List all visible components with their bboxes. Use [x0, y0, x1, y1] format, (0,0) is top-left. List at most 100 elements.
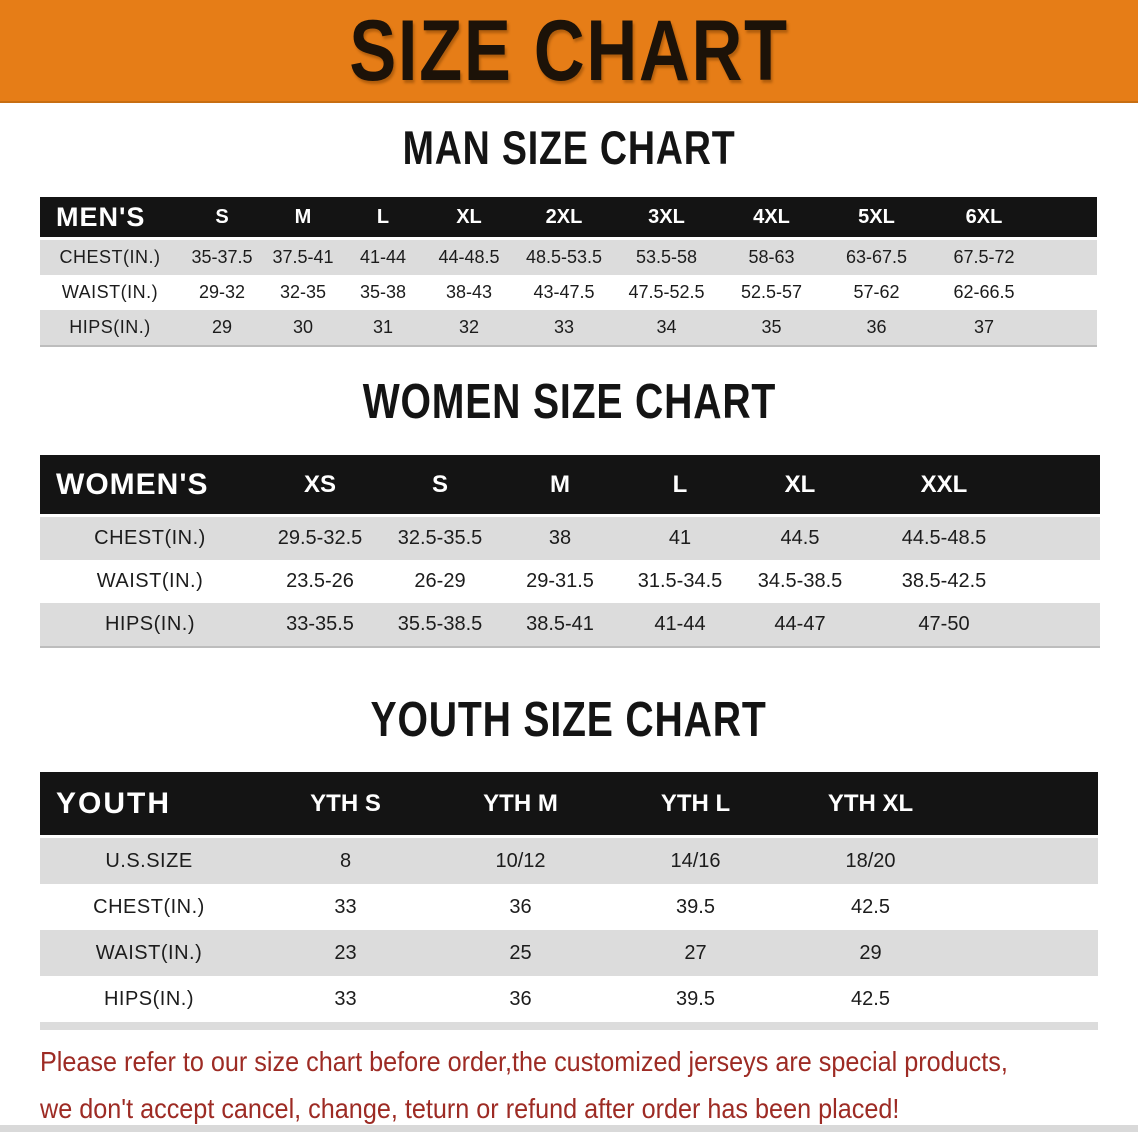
- row-label: CHEST(IN.): [93, 895, 205, 918]
- size-value-cell: 35.5-38.5: [397, 613, 483, 635]
- column-header: 5XL: [824, 197, 929, 240]
- size-value-cell: 14/16: [670, 849, 721, 872]
- size-value-cell: 41-44: [654, 613, 706, 635]
- size-value-cell: 29: [211, 317, 233, 337]
- size-value-cell: 39.5: [676, 987, 715, 1010]
- man-size-chart-heading-text: MAN SIZE CHART: [402, 121, 736, 174]
- table-row: WAIST(IN.) 23 25 27 29: [40, 930, 1098, 976]
- row-label: WAIST(IN.): [96, 570, 204, 592]
- size-value-cell: 36: [509, 895, 532, 918]
- size-value-cell: 33: [334, 895, 357, 918]
- table-row: WAIST(IN.) 29-32 32-35 35-38 38-43 43-47.5 47.…: [40, 275, 1097, 310]
- size-value-cell: 35-37.5: [191, 247, 253, 267]
- size-value-cell: 31.5-34.5: [637, 570, 723, 592]
- row-filler-cell: [958, 884, 1098, 930]
- column-header: M: [264, 197, 342, 240]
- size-value-cell: 34.5-38.5: [757, 570, 843, 592]
- size-value-cell: 35: [761, 317, 782, 337]
- youth-size-chart-heading: YOUTH SIZE CHART: [0, 693, 1138, 748]
- size-value-cell: 36: [866, 317, 887, 337]
- size-value-cell: 10/12: [495, 849, 546, 872]
- column-header: M: [500, 455, 620, 517]
- column-header: YTH S: [258, 772, 433, 838]
- header-row: MEN'S S M L XL 2XL 3XL 4XL 5XL 6XL: [40, 197, 1097, 240]
- size-value-cell: 36: [509, 987, 532, 1010]
- column-header: L: [342, 197, 424, 240]
- size-value-cell: 26-29: [414, 570, 466, 592]
- size-value-cell: 63-67.5: [845, 247, 908, 267]
- size-value-cell: 8: [339, 849, 352, 872]
- row-filler-cell: [958, 930, 1098, 976]
- row-label: WAIST(IN.): [95, 941, 203, 964]
- size-value-cell: 41-44: [359, 247, 407, 267]
- youth-size-chart-heading-text: YOUTH SIZE CHART: [370, 693, 768, 747]
- table-row: CHEST(IN.) 29.5-32.5 32.5-35.5 38 41 44.5 44.5…: [40, 515, 1100, 561]
- banner-title: SIZE CHART: [349, 2, 789, 99]
- size-value-cell: 39.5: [676, 895, 715, 918]
- size-value-cell: 58-63: [748, 247, 795, 267]
- row-label: HIPS(IN.): [69, 317, 151, 337]
- column-header: 6XL: [929, 197, 1039, 240]
- size-value-cell: 44-48.5: [438, 247, 500, 267]
- size-value-cell: 35-38: [359, 282, 407, 302]
- row-label: WAIST(IN.): [61, 282, 159, 302]
- size-value-cell: 67.5-72: [953, 247, 1015, 267]
- header-filler-cell: [958, 772, 1098, 838]
- women-size-chart-heading: WOMEN SIZE CHART: [0, 375, 1138, 430]
- size-chart-banner: SIZE CHART: [0, 0, 1138, 103]
- size-value-cell: 23.5-26: [286, 570, 354, 592]
- size-value-cell: 44.5-48.5: [901, 527, 987, 549]
- column-header: S: [380, 455, 500, 517]
- row-label: HIPS(IN.): [103, 987, 195, 1010]
- column-header: XXL: [860, 455, 1028, 517]
- size-value-cell: 37.5-41: [272, 247, 334, 267]
- size-value-cell: 33-35.5: [286, 613, 354, 635]
- row-label: CHEST(IN.): [59, 247, 161, 267]
- size-value-cell: 33: [553, 317, 575, 337]
- disclaimer-line-2: we don't accept cancel, change, teturn o…: [40, 1093, 900, 1124]
- row-filler-cell: [1039, 275, 1097, 310]
- size-value-cell: 53.5-58: [635, 247, 698, 267]
- column-header: 3XL: [614, 197, 719, 240]
- size-value-cell: 27: [684, 941, 707, 964]
- table-row: U.S.SIZE 8 10/12 14/16 18/20: [40, 836, 1098, 885]
- size-value-cell: 52.5-57: [740, 282, 803, 302]
- column-header: YTH L: [608, 772, 783, 838]
- table-row: HIPS(IN.) 29 30 31 32 33 34 35 36 37: [40, 310, 1097, 346]
- size-value-cell: 32-35: [279, 282, 327, 302]
- table-row: WAIST(IN.) 23.5-26 26-29 29-31.5 31.5-34.5 34…: [40, 560, 1100, 603]
- disclaimer-line-1: Please refer to our size chart before or…: [40, 1046, 1008, 1077]
- size-value-cell: 57-62: [853, 282, 900, 302]
- size-value-cell: 29: [859, 941, 882, 964]
- column-header: L: [620, 455, 740, 517]
- header-filler-cell: [1028, 455, 1100, 517]
- bottom-edge-strip: [0, 1125, 1138, 1132]
- size-value-cell: 38: [548, 527, 572, 549]
- column-header: YTH XL: [783, 772, 958, 838]
- size-value-cell: 29.5-32.5: [277, 527, 363, 549]
- table-corner-label: WOMEN'S: [40, 455, 260, 517]
- size-value-cell: 47.5-52.5: [628, 282, 705, 302]
- size-value-cell: 43-47.5: [533, 282, 595, 302]
- man-size-chart-heading: MAN SIZE CHART: [0, 122, 1138, 174]
- size-value-cell: 29-32: [198, 282, 246, 302]
- size-value-cell: 32: [458, 317, 480, 337]
- row-label: U.S.SIZE: [105, 849, 193, 872]
- women-size-chart-heading-text: WOMEN SIZE CHART: [362, 375, 776, 429]
- size-value-cell: 30: [292, 317, 314, 337]
- size-value-cell: 62-66.5: [953, 282, 1015, 302]
- size-value-cell: 29-31.5: [526, 570, 594, 592]
- column-header: S: [180, 197, 264, 240]
- men-size-table: MEN'S S M L XL 2XL 3XL 4XL 5XL 6XL CHEST(IN.) 35-37…: [40, 197, 1097, 347]
- row-filler-cell: [958, 837, 1098, 885]
- table-row: CHEST(IN.) 35-37.5 37.5-41 41-44 44-48.5 48.5…: [40, 238, 1097, 275]
- row-filler-cell: [1028, 516, 1100, 561]
- size-value-cell: 41: [668, 527, 692, 549]
- size-value-cell: 38.5-41: [526, 613, 594, 635]
- table-corner-label: MEN'S: [40, 197, 180, 240]
- size-value-cell: 44.5: [780, 527, 820, 549]
- column-header: 2XL: [514, 197, 614, 240]
- size-value-cell: 31: [372, 317, 394, 337]
- size-value-cell: 42.5: [851, 987, 890, 1010]
- size-value-cell: 47-50: [918, 613, 970, 635]
